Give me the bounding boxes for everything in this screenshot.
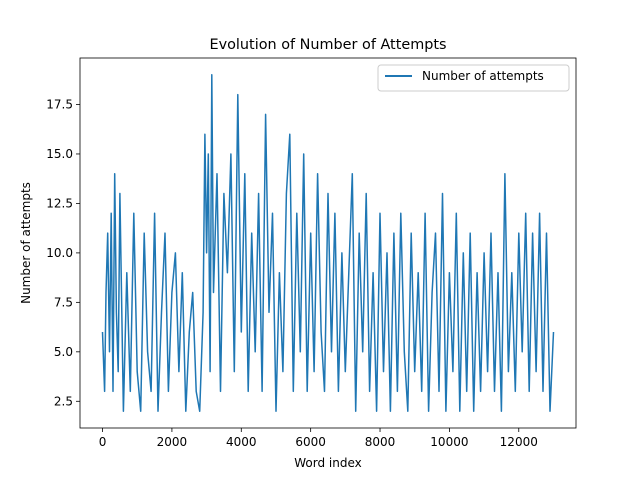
y-tick-label: 17.5 bbox=[46, 97, 73, 111]
series-line-0 bbox=[101, 74, 555, 412]
x-tick-label: 8000 bbox=[365, 435, 396, 449]
x-tick-label: 0 bbox=[99, 435, 107, 449]
y-axis: 2.5 5.0 7.5 10.0 12.5 15.0 17.5 bbox=[46, 97, 80, 408]
y-tick-label: 2.5 bbox=[54, 394, 73, 408]
x-tick-label: 12000 bbox=[500, 435, 538, 449]
chart-title: Evolution of Number of Attempts bbox=[210, 37, 447, 53]
y-axis-label: Number of attempts bbox=[19, 182, 33, 304]
x-axis-label: Word index bbox=[294, 456, 362, 470]
x-tick-label: 4000 bbox=[226, 435, 257, 449]
legend: Number of attempts bbox=[377, 64, 570, 92]
y-tick-label: 12.5 bbox=[46, 196, 73, 210]
y-tick-label: 7.5 bbox=[54, 295, 73, 309]
y-tick-label: 5.0 bbox=[54, 345, 73, 359]
legend-box bbox=[377, 64, 570, 92]
plot-frame bbox=[79, 57, 577, 429]
x-tick-label: 2000 bbox=[157, 435, 188, 449]
x-tick-label: 10000 bbox=[430, 435, 468, 449]
legend-label: Number of attempts bbox=[422, 69, 544, 83]
y-tick-label: 10.0 bbox=[46, 246, 73, 260]
y-tick-label: 15.0 bbox=[46, 147, 73, 161]
x-tick-label: 6000 bbox=[295, 435, 326, 449]
series-layer bbox=[101, 74, 555, 412]
x-axis: 0 2000 4000 6000 8000 10000 12000 bbox=[99, 428, 538, 449]
